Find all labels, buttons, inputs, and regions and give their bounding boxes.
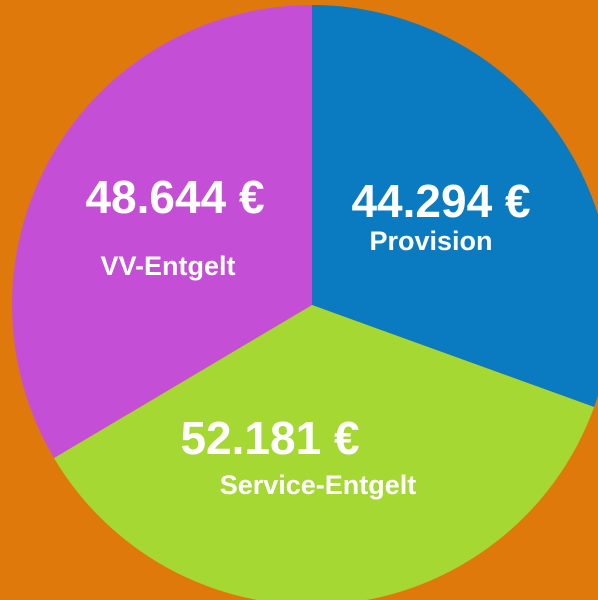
- pie-slice: [312, 5, 598, 408]
- category-label: VV-Entgelt: [100, 251, 235, 281]
- pie-slice: [53, 305, 595, 600]
- value-label: 52.181 €: [180, 412, 359, 464]
- category-label: Service-Entgelt: [220, 470, 417, 500]
- value-label: 48.644 €: [85, 171, 264, 223]
- value-label: 44.294 €: [351, 175, 530, 227]
- pie-slice: [11, 5, 312, 459]
- category-label: Provision: [369, 226, 492, 256]
